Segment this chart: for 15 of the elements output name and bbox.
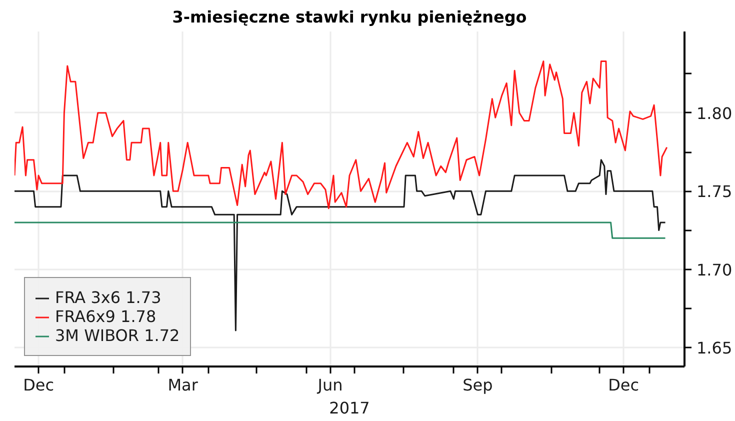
x-tick-label: Dec [23,376,54,394]
y-tick-label: 1.80 [696,104,732,123]
legend-label: FRA 3x6 1.73 [55,288,162,307]
legend-label: 3M WIBOR 1.72 [55,326,180,345]
x-tick-label: Sep [462,376,493,394]
legend-label: FRA6x9 1.78 [55,307,156,326]
y-tick-label: 1.75 [696,182,732,202]
x-tick-label: Dec [608,376,640,394]
x-tick-label: Jun [316,376,343,394]
text: 2017 [329,398,370,418]
chart-title: 3-miesięczne stawki rynku pieniężnego [172,8,527,26]
x-tick-label: Mar [168,376,198,394]
y-tick-label: 1.65 [696,338,732,358]
y-tick-label: 1.70 [696,260,732,280]
line-series [14,60,668,210]
